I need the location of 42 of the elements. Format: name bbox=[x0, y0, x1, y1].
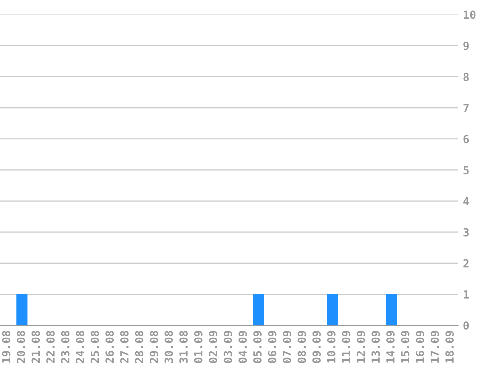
x-tick-label: 15.09 bbox=[401, 331, 410, 363]
x-tick-label: 16.09 bbox=[416, 331, 424, 363]
x-tick-label: 29.08 bbox=[150, 331, 158, 364]
y-tick-label: 5 bbox=[464, 166, 469, 175]
y-tick-label: 7 bbox=[464, 104, 469, 112]
x-tick-label: 12.09 bbox=[356, 331, 366, 363]
y-tick-label: 1 bbox=[464, 290, 470, 299]
x-tick-label: 06.09 bbox=[268, 331, 277, 364]
x-tick-label: 02.09 bbox=[209, 331, 218, 364]
x-tick-label: 31.08 bbox=[180, 331, 188, 364]
x-tick-label: 26.08 bbox=[106, 331, 114, 364]
x-tick-label: 05.09 bbox=[253, 331, 262, 364]
x-tick-label: 20.08 bbox=[16, 331, 26, 364]
y-tick-label: 4 bbox=[464, 197, 470, 206]
x-tick-label: 30.08 bbox=[164, 331, 174, 364]
x-tick-label: 09.09 bbox=[312, 331, 322, 364]
x-tick-label: 04.09 bbox=[238, 331, 248, 364]
x-tick-label: 10.09 bbox=[327, 331, 336, 363]
x-tick-label: 11.09 bbox=[342, 331, 351, 363]
x-tick-label: 17.09 bbox=[430, 331, 440, 363]
x-tick-label: 18.09 bbox=[446, 331, 454, 363]
y-tick-label: 10 bbox=[464, 10, 476, 20]
x-tick-label: 25.08 bbox=[90, 331, 100, 364]
y-tick-label: 0 bbox=[464, 322, 470, 330]
x-tick-label: 22.08 bbox=[46, 331, 55, 364]
x-tick-label: 28.08 bbox=[135, 331, 144, 364]
x-tick-label: 13.09 bbox=[372, 331, 380, 363]
x-tick-label: 19.08 bbox=[2, 331, 11, 363]
y-tick-label: 9 bbox=[464, 42, 469, 50]
x-tick-label: 07.09 bbox=[283, 331, 292, 364]
x-tick-label: 27.08 bbox=[120, 331, 129, 364]
x-tick-label: 21.08 bbox=[32, 331, 40, 364]
y-tick-label: 3 bbox=[464, 228, 469, 237]
x-tick-label: 08.09 bbox=[298, 331, 306, 364]
x-tick-label: 01.09 bbox=[194, 331, 203, 364]
y-tick-label: 6 bbox=[464, 135, 470, 144]
y-tick-label: 2 bbox=[464, 259, 469, 268]
x-tick-label: 14.09 bbox=[386, 331, 395, 363]
x-tick-label: 23.08 bbox=[61, 331, 70, 364]
x-tick-label: 24.08 bbox=[76, 331, 85, 364]
y-tick-label: 8 bbox=[464, 72, 470, 82]
x-tick-label: 03.09 bbox=[224, 331, 232, 364]
